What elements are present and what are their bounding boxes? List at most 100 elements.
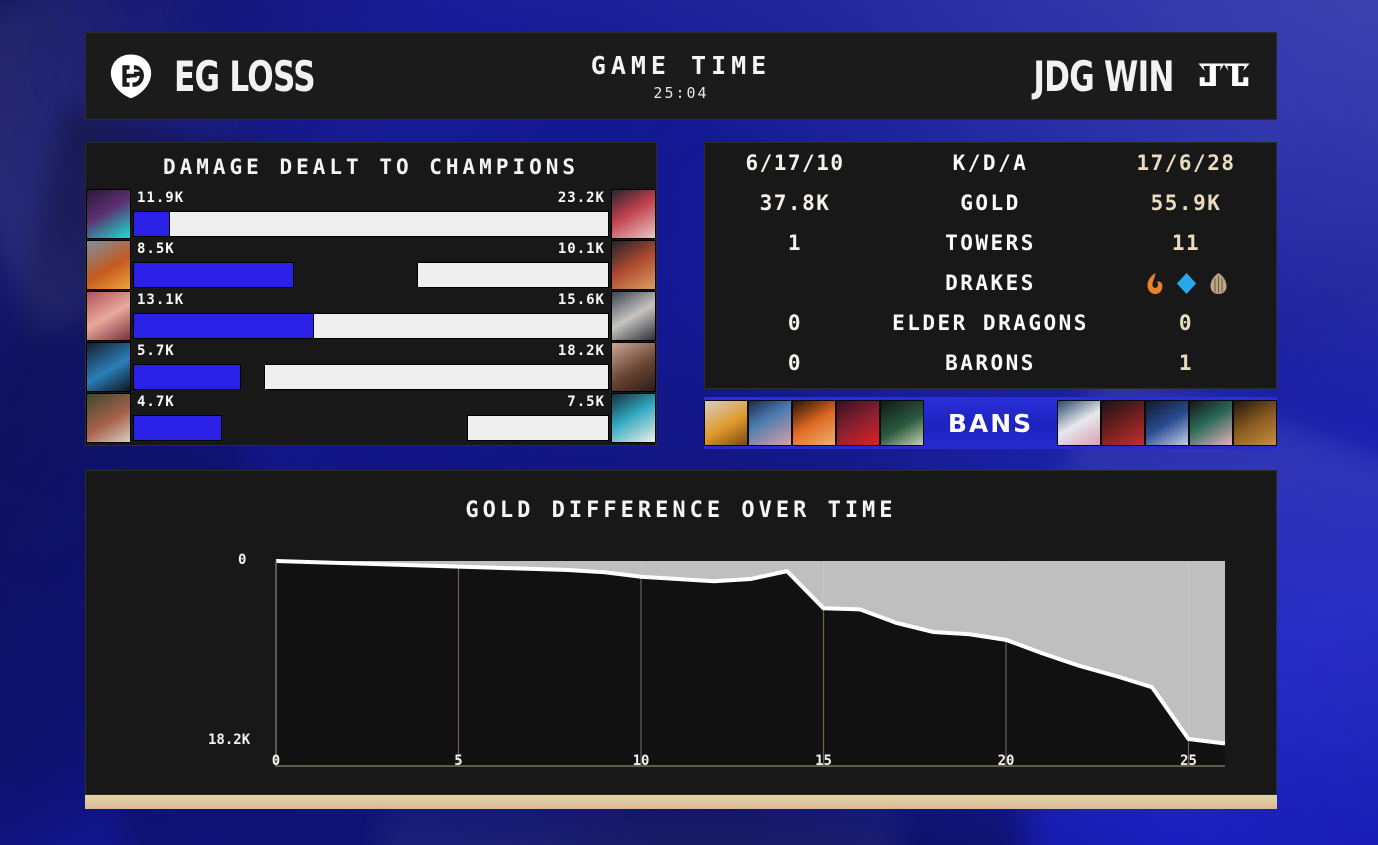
gold-difference-line	[275, 559, 1226, 746]
right-damage-value: 18.2K	[557, 343, 605, 359]
champion-portrait-pink-haired[interactable]	[86, 291, 131, 341]
damage-row: 5.7K 18.2K	[86, 342, 656, 393]
champion-portrait-pale-face[interactable]	[611, 291, 656, 341]
x-axis-tick-label: 15	[815, 753, 832, 769]
left-team-bans	[704, 400, 924, 446]
team-stats-panel: 6/17/10 K/D/A 17/6/28 37.8K GOLD 55.9K 1 TOWERS…	[704, 142, 1277, 389]
left-team-stat-value: 37.8K	[759, 191, 831, 215]
ban-portrait-white-cat[interactable]	[1057, 400, 1101, 446]
stat-label: BARONS	[945, 351, 1036, 375]
ban-portrait-green-ninja[interactable]	[880, 400, 924, 446]
right-damage-bar	[313, 313, 609, 339]
ban-portrait-dark-red-figure[interactable]	[1101, 400, 1145, 446]
champion-portrait-red-haired-woman[interactable]	[611, 189, 656, 239]
x-axis-tick-label: 10	[632, 753, 650, 769]
y-axis-top-label: 0	[238, 552, 247, 568]
damage-bars: 5.7K 18.2K	[131, 342, 611, 393]
scoreboard-header: EG LOSS GAME TIME 25:04 JDG WIN	[85, 32, 1277, 120]
right-team-stat-value: 1	[1178, 351, 1194, 375]
left-team-block: EG LOSS	[86, 52, 516, 101]
champion-portrait-masked-warrior[interactable]	[611, 240, 656, 290]
champion-portrait-white-yordle[interactable]	[611, 393, 656, 443]
left-damage-bar	[133, 262, 295, 288]
damage-row: 11.9K 23.2K	[86, 189, 656, 240]
left-team-name: EG LOSS	[174, 51, 316, 101]
ban-portrait-red-eyed-beast[interactable]	[836, 400, 880, 446]
ban-portrait-blue-hat-woman[interactable]	[748, 400, 792, 446]
mountain-drake-icon	[1209, 272, 1227, 294]
stat-row: 1 TOWERS 11	[705, 223, 1276, 263]
x-axis-tick-label: 0	[271, 753, 281, 769]
champion-portrait-blue-face[interactable]	[86, 342, 131, 392]
damage-row: 4.7K 7.5K	[86, 393, 656, 444]
stat-label: TOWERS	[945, 231, 1036, 255]
x-axis-tick-label: 20	[997, 753, 1015, 769]
right-team-stat-value: 17/6/28	[1136, 151, 1236, 175]
chart-axes	[275, 561, 1225, 767]
right-damage-value: 7.5K	[567, 394, 605, 410]
ban-portrait-dark-cloaked[interactable]	[1233, 400, 1277, 446]
damage-bars: 13.1K 15.6K	[131, 291, 611, 342]
ban-portrait-golden-armor[interactable]	[704, 400, 748, 446]
bans-label: BANS	[947, 408, 1034, 438]
stat-row: DRAKES	[705, 263, 1276, 303]
champion-portrait-fire-brawler[interactable]	[86, 240, 131, 290]
left-damage-value: 5.7K	[137, 343, 175, 359]
left-damage-bar	[133, 415, 223, 441]
ban-portrait-green-eye-woman[interactable]	[1189, 400, 1233, 446]
damage-row: 13.1K 15.6K	[86, 291, 656, 342]
damage-rows-container: 11.9K 23.2K 8.5K 10.1K 13.1K 15.6K 5.7K 18.2K 4.…	[86, 189, 656, 444]
infernal-drake-icon	[1147, 272, 1162, 294]
left-team-stat-value: 6/17/10	[745, 151, 845, 175]
damage-panel-title: DAMAGE DEALT TO CHAMPIONS	[162, 155, 580, 179]
damage-bars: 4.7K 7.5K	[131, 393, 611, 444]
left-damage-value: 13.1K	[137, 292, 185, 308]
y-axis-bottom-label: 18.2K	[208, 732, 251, 748]
ban-portrait-blue-hair-dark[interactable]	[1145, 400, 1189, 446]
stat-label: K/D/A	[952, 151, 1029, 175]
jdg-logo-icon	[1198, 63, 1250, 86]
eg-logo-icon	[110, 54, 152, 99]
left-team-stat-value: 1	[787, 231, 803, 255]
bans-row: BANS	[704, 397, 1277, 449]
game-time-block: GAME TIME 25:04	[516, 51, 846, 102]
gold-advantage-area	[276, 561, 1225, 744]
stat-row: 0 BARONS 1	[705, 343, 1276, 383]
hextech-drake-icon	[1176, 272, 1196, 294]
stat-label: GOLD	[960, 191, 1021, 215]
x-axis-tick-label: 25	[1180, 753, 1197, 769]
stat-row: 6/17/10 K/D/A 17/6/28	[705, 143, 1276, 183]
right-damage-bar	[466, 415, 609, 441]
champion-portrait-purple-creature[interactable]	[86, 189, 131, 239]
left-damage-value: 8.5K	[137, 241, 175, 257]
right-team-stat-value	[1096, 272, 1276, 295]
right-team-bans	[1057, 400, 1277, 446]
gold-difference-panel: GOLD DIFFERENCE OVER TIME 0 18.2K 0 5 10 15…	[85, 470, 1277, 795]
right-damage-value: 10.1K	[557, 241, 605, 257]
right-damage-bar	[417, 262, 609, 288]
right-team-stat-value: 11	[1171, 231, 1201, 255]
damage-bars: 8.5K 10.1K	[131, 240, 611, 291]
right-team-stat-value: 55.9K	[1150, 191, 1222, 215]
right-damage-value: 15.6K	[557, 292, 605, 308]
gold-chart-title: GOLD DIFFERENCE OVER TIME	[465, 498, 897, 523]
x-axis-tick-label: 5	[454, 753, 463, 769]
game-time-value: 25:04	[653, 83, 709, 102]
stat-label: ELDER DRAGONS	[892, 311, 1089, 335]
right-team-block: JDG WIN	[846, 52, 1276, 101]
champion-portrait-hooded-mask[interactable]	[86, 393, 131, 443]
game-time-label: GAME TIME	[590, 50, 772, 80]
gold-chart-plot	[86, 543, 1276, 788]
right-team-name: JDG WIN	[1033, 51, 1175, 101]
stat-row: 37.8K GOLD 55.9K	[705, 183, 1276, 223]
champion-portrait-dark-skinned-man[interactable]	[611, 342, 656, 392]
left-damage-value: 11.9K	[137, 190, 185, 206]
right-damage-bar	[263, 364, 609, 390]
left-team-stat-value: 0	[787, 311, 803, 335]
stat-label: DRAKES	[945, 271, 1036, 295]
ban-portrait-orange-haired[interactable]	[792, 400, 836, 446]
damage-bars: 11.9K 23.2K	[131, 189, 611, 240]
right-damage-value: 23.2K	[557, 190, 605, 206]
right-damage-bar	[169, 211, 609, 237]
left-damage-value: 4.7K	[137, 394, 175, 410]
